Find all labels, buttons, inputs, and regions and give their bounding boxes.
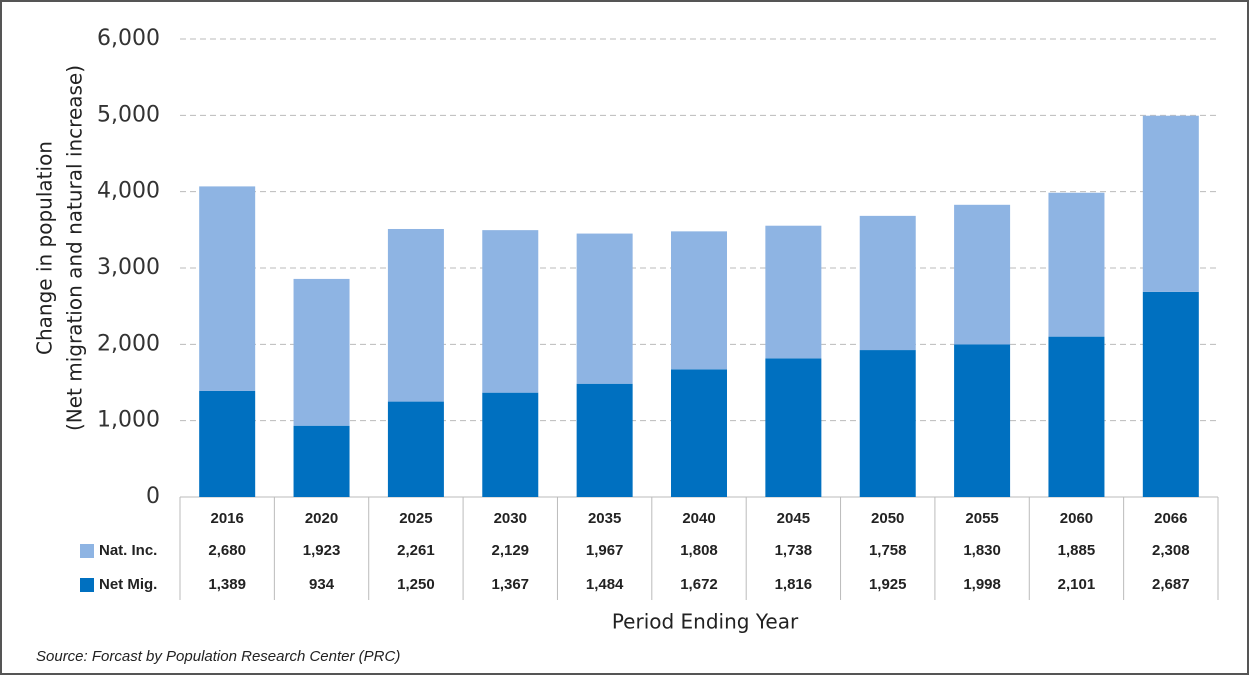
bar [859,350,916,497]
bar [576,233,633,384]
bar [1142,291,1199,497]
bar [765,358,822,497]
bar [1048,336,1105,497]
bar [954,344,1011,497]
data-label: 2,680 [208,542,246,559]
data-label: 1,816 [775,576,813,593]
bar [293,278,350,426]
y-tick-label: 6,000 [97,26,160,51]
x-tick-label: 2025 [399,510,432,527]
x-tick-label: 2066 [1154,510,1187,527]
bar [387,401,444,497]
data-label: 1,484 [586,576,624,593]
data-label: 1,925 [869,576,907,593]
data-label: 1,830 [963,542,1001,559]
x-tick-label: 2016 [210,510,243,527]
bar [199,390,256,497]
bar [765,225,822,359]
x-tick-label: 2020 [305,510,338,527]
data-label: 1,998 [963,576,1001,593]
y-tick-label: 1,000 [97,408,160,433]
bar [293,425,350,497]
data-label: 1,367 [491,576,529,593]
y-axis-title: Change in population [33,141,57,355]
data-label: 1,808 [680,542,718,559]
y-axis-title: (Net migration and natural increase) [63,65,87,431]
data-label: 934 [309,576,335,593]
data-label: 2,129 [491,542,529,559]
data-label: 1,923 [303,542,341,559]
x-tick-label: 2060 [1060,510,1093,527]
bar [1142,115,1199,292]
bar [859,215,916,351]
bar [954,204,1011,345]
y-tick-label: 3,000 [97,255,160,280]
data-label: 2,261 [397,542,435,559]
x-tick-label: 2055 [965,510,998,527]
bar [576,383,633,497]
legend-swatch [80,578,94,592]
x-tick-label: 2030 [494,510,527,527]
bar [1048,192,1105,337]
data-label: 1,672 [680,576,718,593]
y-tick-label: 0 [146,484,160,509]
legend-label: Net Mig. [99,576,157,593]
x-tick-label: 2050 [871,510,904,527]
x-tick-label: 2045 [777,510,810,527]
source-note: Source: Forcast by Population Research C… [36,648,400,665]
bar [199,186,256,391]
x-tick-label: 2040 [682,510,715,527]
y-tick-label: 4,000 [97,179,160,204]
bar [387,228,444,402]
data-label: 1,250 [397,576,435,593]
legend-swatch [80,544,94,558]
bar [671,231,727,370]
bar [482,392,539,497]
data-label: 2,308 [1152,542,1190,559]
y-tick-label: 5,000 [97,102,160,127]
data-label: 1,389 [208,576,246,593]
y-tick-label: 2,000 [97,331,160,356]
bar [482,230,539,393]
data-label: 1,758 [869,542,907,559]
x-axis-title: Period Ending Year [612,610,799,634]
bar [671,369,727,497]
data-label: 2,101 [1058,576,1096,593]
legend-label: Nat. Inc. [99,542,157,559]
data-label: 2,687 [1152,576,1190,593]
data-label: 1,885 [1058,542,1096,559]
data-label: 1,967 [586,542,624,559]
x-tick-label: 2035 [588,510,621,527]
data-label: 1,738 [775,542,813,559]
